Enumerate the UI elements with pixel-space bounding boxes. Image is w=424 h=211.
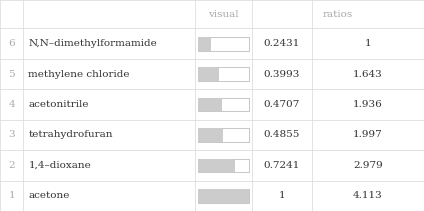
Text: N,N–dimethylformamide: N,N–dimethylformamide	[28, 39, 157, 48]
Text: 3: 3	[8, 130, 15, 139]
Text: 2: 2	[8, 161, 15, 170]
Text: 6: 6	[8, 39, 15, 48]
Bar	[198, 189, 249, 203]
Text: visual: visual	[208, 10, 239, 19]
Text: 0.3993: 0.3993	[264, 70, 300, 79]
Text: 0.2431: 0.2431	[264, 39, 300, 48]
Bar	[198, 37, 249, 51]
Bar	[198, 158, 249, 172]
Text: acetonitrile: acetonitrile	[28, 100, 89, 109]
Text: 1.643: 1.643	[353, 70, 383, 79]
Text: 2.979: 2.979	[353, 161, 383, 170]
Text: 4: 4	[8, 100, 15, 109]
Text: 1.936: 1.936	[353, 100, 383, 109]
Bar	[198, 67, 219, 81]
Text: 1: 1	[8, 191, 15, 200]
Text: tetrahydrofuran: tetrahydrofuran	[28, 130, 113, 139]
Text: 1: 1	[365, 39, 371, 48]
Text: 1,4–dioxane: 1,4–dioxane	[28, 161, 91, 170]
Bar	[198, 98, 222, 111]
Text: ratios: ratios	[323, 10, 353, 19]
Text: 1: 1	[279, 191, 285, 200]
Bar	[198, 98, 249, 111]
Text: methylene chloride: methylene chloride	[28, 70, 130, 79]
Text: 0.4707: 0.4707	[264, 100, 300, 109]
Bar	[198, 128, 223, 142]
Bar	[198, 37, 211, 51]
Text: acetone: acetone	[28, 191, 70, 200]
Text: 1.997: 1.997	[353, 130, 383, 139]
Bar	[198, 67, 249, 81]
Text: 5: 5	[8, 70, 15, 79]
Text: 0.7241: 0.7241	[264, 161, 300, 170]
Text: 0.4855: 0.4855	[264, 130, 300, 139]
Bar	[198, 189, 249, 203]
Bar	[198, 158, 235, 172]
Bar	[198, 128, 249, 142]
Text: 4.113: 4.113	[353, 191, 383, 200]
